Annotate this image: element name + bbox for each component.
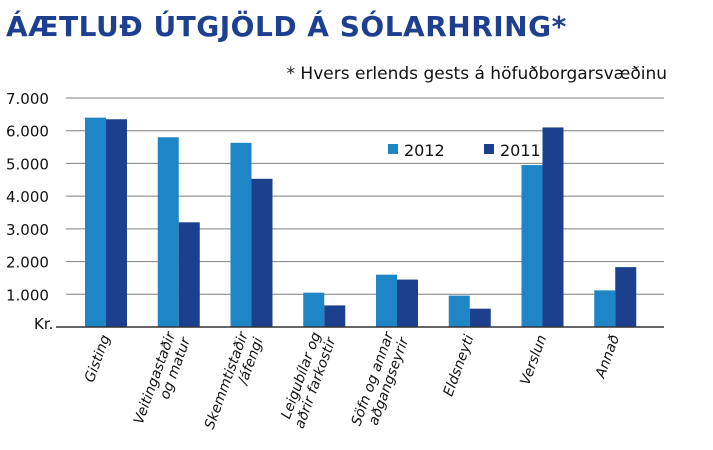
x-axis-category-labels: Gisting Veitingastaðirog matur Skemmtistað…: [82, 329, 623, 437]
bar-2011: [178, 222, 200, 327]
chart-title: ÁÆTLUÐ ÚTGJÖLD Á SÓLARHRING*: [6, 10, 567, 43]
x-category-label-line: Eldsneyti: [441, 333, 478, 399]
bar-2011: [251, 178, 273, 327]
bar-2012: [521, 165, 543, 327]
y-tick-label: 3.000: [6, 221, 49, 239]
y-tick-label: 6.000: [6, 123, 49, 141]
y-tick-label: 4.000: [6, 188, 49, 206]
legend-label-2012: 2012: [404, 141, 445, 160]
bar-2011: [106, 119, 127, 327]
x-category-label: Annað: [592, 332, 623, 381]
y-tick-label: 5.000: [6, 155, 49, 173]
y-axis-label: Kr.: [34, 315, 53, 333]
x-category-label-line: Verslun: [517, 333, 550, 387]
legend-swatch-2012: [388, 144, 398, 154]
bar-2012: [594, 290, 616, 327]
gridlines: [66, 97, 664, 295]
x-category-label: Skemmtistaðir/áfengi: [202, 329, 267, 437]
bars: [85, 117, 637, 327]
bar-2012: [85, 117, 106, 327]
x-category-label: Leigubílar ogaðrir farkostir: [277, 329, 340, 431]
bar-2011: [615, 267, 637, 327]
bar-2011: [397, 279, 418, 327]
x-category-label-line: Gisting: [82, 333, 114, 385]
legend: 2012 2011: [388, 141, 541, 160]
x-category-label: Eldsneyti: [441, 333, 478, 399]
chart-subtitle: * Hvers erlends gests á höfuðborgarsvæði…: [286, 64, 667, 84]
bar-2011: [542, 127, 564, 327]
legend-label-2011: 2011: [500, 141, 541, 160]
bar-2011: [324, 305, 346, 327]
x-category-label: Söfn og annaraðgangseyrir: [349, 329, 413, 433]
x-category-label: Veitingastaðirog matur: [131, 329, 195, 432]
y-axis-tick-labels: 7.000 6.000 5.000 4.000 3.000 2.000 1.000 Kr.: [6, 90, 53, 333]
x-category-label: Verslun: [517, 333, 550, 387]
x-category-label: Gisting: [82, 333, 114, 385]
legend-swatch-2011: [484, 144, 494, 154]
bar-2012: [448, 295, 470, 327]
y-tick-label: 7.000: [6, 90, 49, 108]
x-category-label-line: Annað: [592, 332, 623, 381]
y-tick-label: 2.000: [6, 254, 49, 272]
y-tick-label: 1.000: [6, 286, 49, 304]
bar-2012: [230, 142, 252, 327]
bar-2012: [303, 292, 325, 327]
bar-2012: [376, 274, 397, 327]
bar-2012: [157, 137, 179, 327]
bar-2011: [469, 308, 491, 327]
